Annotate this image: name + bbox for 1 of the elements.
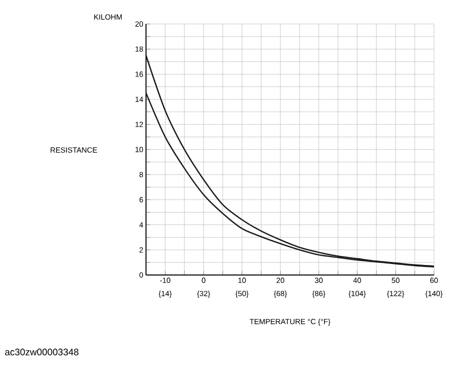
text: ac30zw00003348 bbox=[5, 348, 78, 356]
